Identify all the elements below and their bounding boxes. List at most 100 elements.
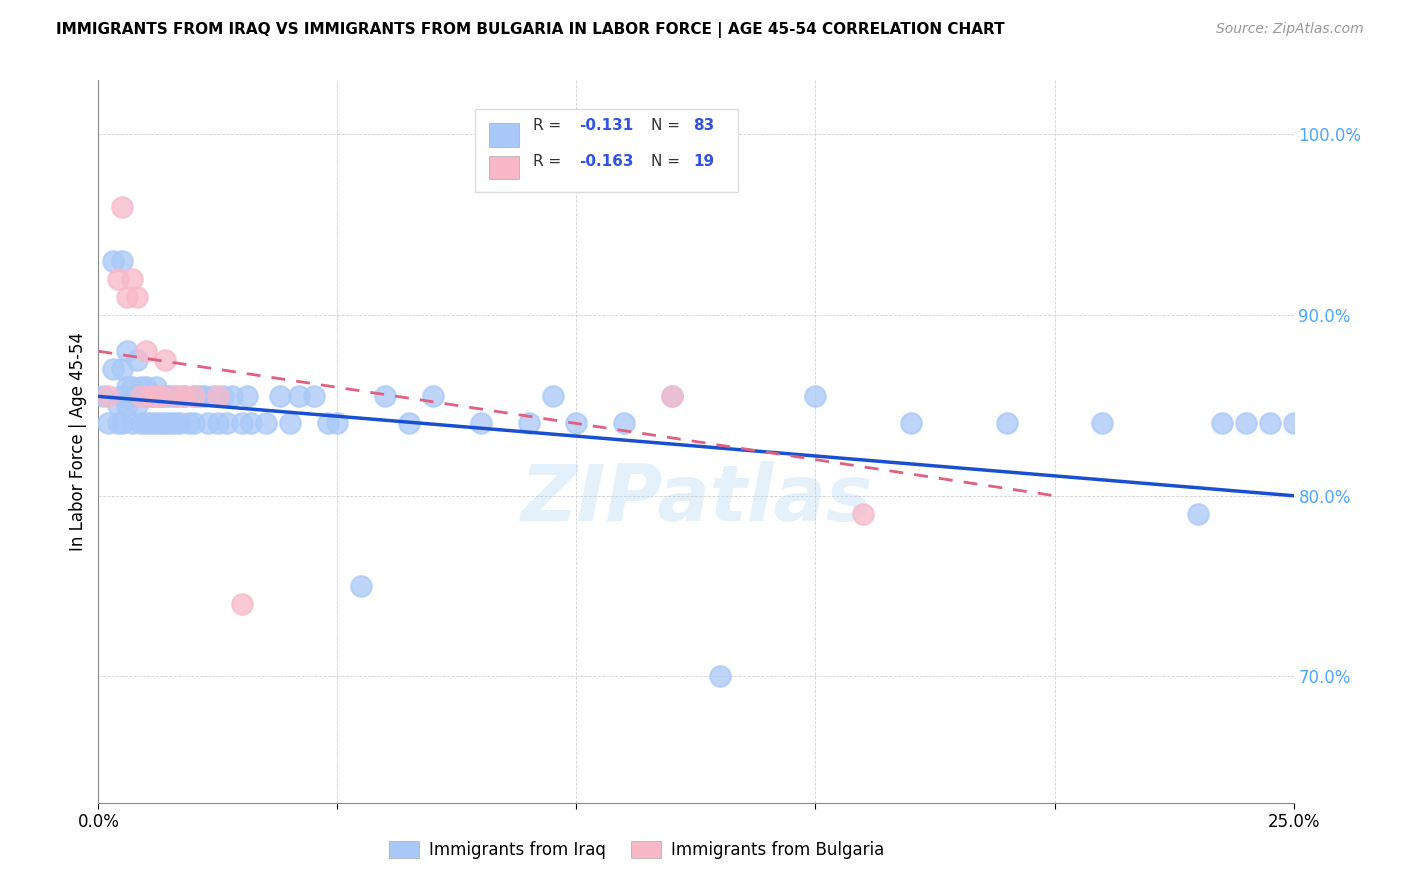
Point xyxy=(131,389,153,403)
Point xyxy=(121,380,143,394)
Point xyxy=(804,389,827,403)
Point xyxy=(125,353,148,368)
Point xyxy=(159,417,181,431)
Point xyxy=(111,253,134,268)
Text: ZIPatlas: ZIPatlas xyxy=(520,461,872,537)
Point xyxy=(183,389,205,403)
Point xyxy=(139,389,162,403)
Point xyxy=(179,417,201,431)
Point xyxy=(111,362,134,376)
Text: Source: ZipAtlas.com: Source: ZipAtlas.com xyxy=(1216,22,1364,37)
FancyBboxPatch shape xyxy=(489,156,519,179)
Point xyxy=(900,417,922,431)
Point xyxy=(202,389,225,403)
FancyBboxPatch shape xyxy=(489,123,519,147)
Point xyxy=(121,389,143,403)
Text: 83: 83 xyxy=(693,118,714,133)
Point xyxy=(101,253,124,268)
Point xyxy=(125,290,148,304)
Point xyxy=(231,597,253,611)
Point xyxy=(302,389,325,403)
Point xyxy=(135,389,157,403)
Point xyxy=(422,389,444,403)
Point xyxy=(217,417,239,431)
Point xyxy=(173,389,195,403)
Text: 19: 19 xyxy=(693,153,714,169)
Point xyxy=(135,380,157,394)
Point xyxy=(111,389,134,403)
Point xyxy=(207,389,229,403)
Point xyxy=(125,398,148,412)
Point xyxy=(316,417,339,431)
Point xyxy=(149,389,172,403)
Point xyxy=(207,417,229,431)
Point xyxy=(269,389,291,403)
Point xyxy=(145,389,167,403)
Point xyxy=(541,389,564,403)
Point xyxy=(1211,417,1233,431)
Point xyxy=(1091,417,1114,431)
Point xyxy=(326,417,349,431)
Point xyxy=(115,290,138,304)
Point xyxy=(149,389,172,403)
Point xyxy=(661,389,683,403)
Point xyxy=(155,353,177,368)
Point xyxy=(125,389,148,403)
Point xyxy=(107,417,129,431)
Text: -0.131: -0.131 xyxy=(579,118,633,133)
Point xyxy=(565,417,588,431)
Point xyxy=(613,417,636,431)
Point xyxy=(115,398,138,412)
Point xyxy=(163,389,186,403)
Text: R =: R = xyxy=(533,153,567,169)
Point xyxy=(131,417,153,431)
Point xyxy=(139,417,162,431)
Point xyxy=(131,380,153,394)
Point xyxy=(169,389,191,403)
Point xyxy=(398,417,420,431)
Text: N =: N = xyxy=(651,118,685,133)
Point xyxy=(107,272,129,286)
Point xyxy=(254,417,277,431)
Point xyxy=(470,417,492,431)
Point xyxy=(197,417,219,431)
Point xyxy=(131,389,153,403)
Point xyxy=(231,417,253,431)
Point xyxy=(145,380,167,394)
Point xyxy=(101,362,124,376)
Text: N =: N = xyxy=(651,153,685,169)
Point xyxy=(155,389,177,403)
Point xyxy=(193,389,215,403)
Point xyxy=(1282,417,1305,431)
Point xyxy=(709,669,731,683)
Point xyxy=(121,272,143,286)
Text: IMMIGRANTS FROM IRAQ VS IMMIGRANTS FROM BULGARIA IN LABOR FORCE | AGE 45-54 CORR: IMMIGRANTS FROM IRAQ VS IMMIGRANTS FROM … xyxy=(56,22,1005,38)
Text: R =: R = xyxy=(533,118,567,133)
Point xyxy=(374,389,396,403)
Point xyxy=(159,389,181,403)
Point xyxy=(169,417,191,431)
Point xyxy=(115,380,138,394)
Point xyxy=(350,579,373,593)
Point xyxy=(1187,507,1209,521)
Point xyxy=(107,398,129,412)
Point xyxy=(149,417,172,431)
Point xyxy=(517,417,540,431)
FancyBboxPatch shape xyxy=(475,109,738,193)
Point xyxy=(187,389,209,403)
Point xyxy=(221,389,243,403)
Point xyxy=(1258,417,1281,431)
Legend: Immigrants from Iraq, Immigrants from Bulgaria: Immigrants from Iraq, Immigrants from Bu… xyxy=(388,841,884,860)
Point xyxy=(135,344,157,359)
Point xyxy=(111,417,134,431)
Point xyxy=(1234,417,1257,431)
Point xyxy=(240,417,263,431)
Text: -0.163: -0.163 xyxy=(579,153,633,169)
Point xyxy=(115,344,138,359)
Point xyxy=(852,507,875,521)
Point xyxy=(97,417,120,431)
Point xyxy=(145,417,167,431)
Point xyxy=(173,389,195,403)
Point xyxy=(661,389,683,403)
Point xyxy=(155,417,177,431)
